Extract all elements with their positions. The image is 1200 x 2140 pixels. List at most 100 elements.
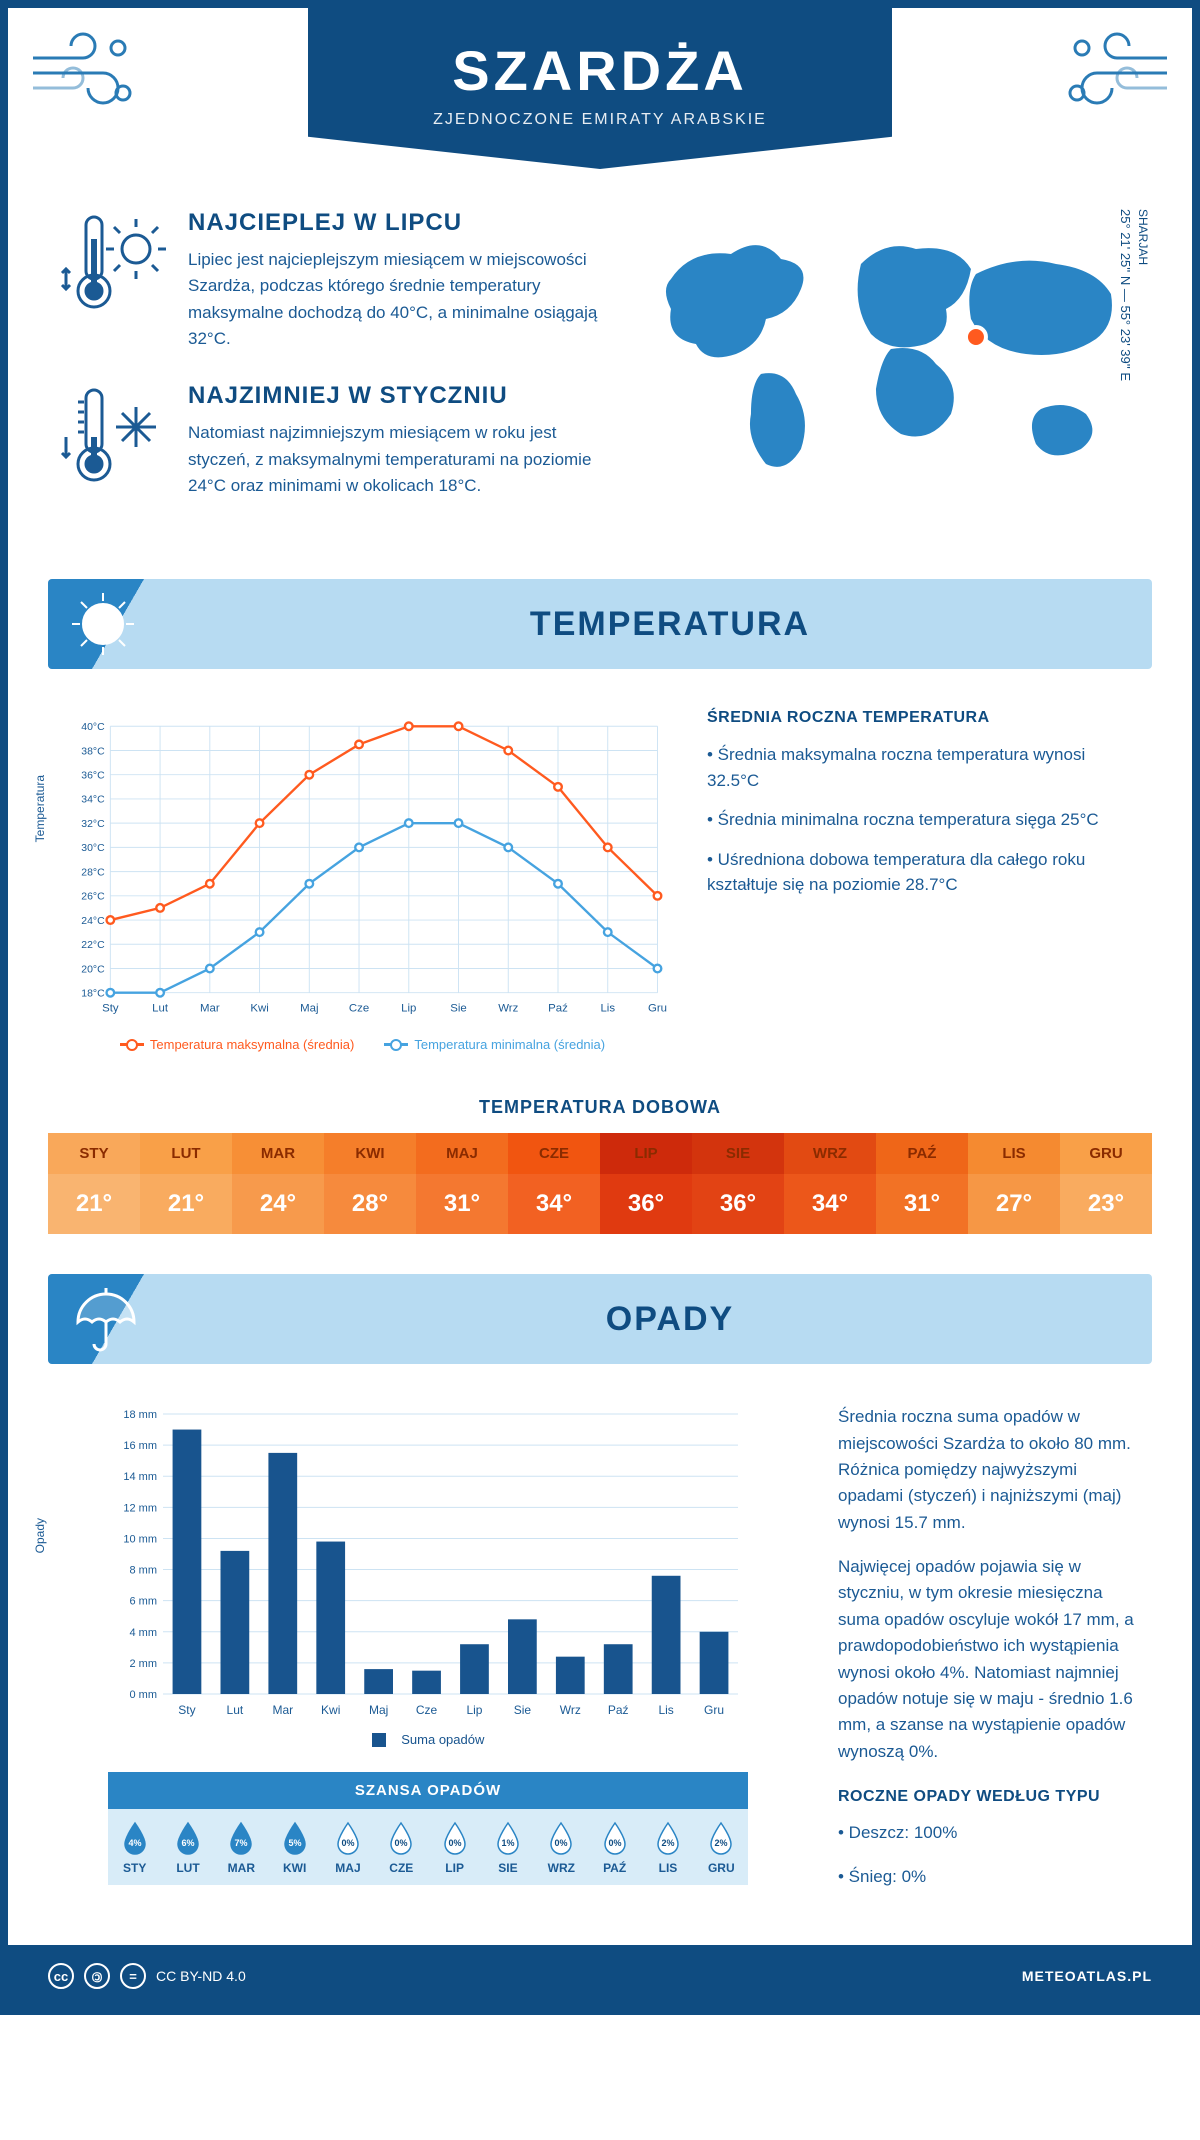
temp-y-axis-label: Temperatura bbox=[33, 775, 47, 842]
raindrop-icon: 7% bbox=[228, 1821, 254, 1855]
map-marker-icon bbox=[966, 327, 986, 347]
chance-month-label: SIE bbox=[481, 1861, 534, 1875]
daily-cell: WRZ34° bbox=[784, 1133, 876, 1234]
svg-text:Mar: Mar bbox=[200, 1003, 220, 1015]
raindrop-icon: 5% bbox=[282, 1821, 308, 1855]
country-subtitle: ZJEDNOCZONE EMIRATY ARABSKIE bbox=[328, 111, 872, 129]
chance-cell: 0% WRZ bbox=[535, 1809, 588, 1885]
precip-type-item: • Śnieg: 0% bbox=[838, 1864, 1142, 1890]
chance-month-label: MAJ bbox=[321, 1861, 374, 1875]
temperature-content: Temperatura 18°C20°C22°C24°C26°C28°C30°C… bbox=[8, 679, 1192, 1082]
raindrop-icon: 2% bbox=[708, 1821, 734, 1855]
page-root: SZARDŻA ZJEDNOCZONE EMIRATY ARABSKIE bbox=[0, 0, 1200, 2015]
svg-text:Wrz: Wrz bbox=[498, 1003, 518, 1015]
svg-text:0%: 0% bbox=[448, 1838, 461, 1848]
svg-text:2%: 2% bbox=[715, 1838, 728, 1848]
site-label: METEOATLAS.PL bbox=[1022, 1968, 1152, 1984]
chance-cell: 0% PAŹ bbox=[588, 1809, 641, 1885]
daily-month-label: SIE bbox=[692, 1133, 784, 1174]
daily-temp-title: TEMPERATURA DOBOWA bbox=[8, 1097, 1192, 1118]
legend-max: Temperatura maksymalna (średnia) bbox=[150, 1037, 354, 1052]
raindrop-icon: 6% bbox=[175, 1821, 201, 1855]
daily-temp-value: 34° bbox=[784, 1174, 876, 1234]
cc-nd-icon: = bbox=[120, 1963, 146, 1989]
svg-text:Lis: Lis bbox=[658, 1703, 673, 1717]
chance-cell: 2% GRU bbox=[695, 1809, 748, 1885]
precip-chart-svg: 0 mm2 mm4 mm6 mm8 mm10 mm12 mm14 mm16 mm… bbox=[58, 1404, 798, 1724]
daily-temp-strip: STY21°LUT21°MAR24°KWI28°MAJ31°CZE34°LIP3… bbox=[48, 1133, 1152, 1234]
daily-temp-value: 24° bbox=[232, 1174, 324, 1234]
precip-content: Opady 0 mm2 mm4 mm6 mm8 mm10 mm12 mm14 m… bbox=[8, 1374, 1192, 1945]
svg-text:26°C: 26°C bbox=[81, 892, 105, 903]
legend-min: Temperatura minimalna (średnia) bbox=[414, 1037, 605, 1052]
svg-text:4 mm: 4 mm bbox=[130, 1627, 158, 1639]
svg-text:10 mm: 10 mm bbox=[123, 1534, 157, 1546]
daily-month-label: CZE bbox=[508, 1133, 600, 1174]
precip-y-axis-label: Opady bbox=[33, 1518, 47, 1553]
raindrop-icon: 4% bbox=[122, 1821, 148, 1855]
footer: cc 🄯 = CC BY-ND 4.0 METEOATLAS.PL bbox=[8, 1945, 1192, 2007]
city-title: SZARDŻA bbox=[328, 38, 872, 103]
svg-text:Sie: Sie bbox=[450, 1003, 467, 1015]
daily-cell: CZE34° bbox=[508, 1133, 600, 1234]
chance-month-label: LIS bbox=[641, 1861, 694, 1875]
svg-text:Lip: Lip bbox=[401, 1003, 416, 1015]
svg-text:4%: 4% bbox=[128, 1838, 141, 1848]
daily-month-label: LUT bbox=[140, 1133, 232, 1174]
chance-panel: SZANSA OPADÓW 4% STY 6% LUT 7% bbox=[108, 1772, 748, 1885]
location-coords: 25° 21' 25'' N — 55° 23' 39'' E bbox=[1118, 209, 1133, 381]
chance-month-label: KWI bbox=[268, 1861, 321, 1875]
svg-text:22°C: 22°C bbox=[81, 940, 105, 951]
chance-cell: 4% STY bbox=[108, 1809, 161, 1885]
chance-month-label: LIP bbox=[428, 1861, 481, 1875]
svg-text:Sty: Sty bbox=[102, 1003, 119, 1015]
svg-text:Gru: Gru bbox=[648, 1003, 667, 1015]
svg-text:30°C: 30°C bbox=[81, 844, 105, 855]
thermometer-hot-icon bbox=[58, 209, 168, 352]
chance-title: SZANSA OPADÓW bbox=[108, 1772, 748, 1809]
daily-cell: STY21° bbox=[48, 1133, 140, 1234]
precip-section-header: OPADY bbox=[48, 1274, 1152, 1364]
svg-text:Lut: Lut bbox=[227, 1703, 244, 1717]
umbrella-icon bbox=[48, 1274, 188, 1364]
precip-heading: OPADY bbox=[188, 1300, 1152, 1339]
temp-info-bullet: • Średnia minimalna roczna temperatura s… bbox=[707, 807, 1142, 833]
svg-text:6 mm: 6 mm bbox=[130, 1596, 158, 1608]
chance-cell: 2% LIS bbox=[641, 1809, 694, 1885]
daily-cell: LUT21° bbox=[140, 1133, 232, 1234]
daily-cell: SIE36° bbox=[692, 1133, 784, 1234]
cold-fact-title: NAJZIMNIEJ W STYCZNIU bbox=[188, 382, 610, 410]
chance-month-label: CZE bbox=[375, 1861, 428, 1875]
daily-temp-value: 28° bbox=[324, 1174, 416, 1234]
daily-cell: PAŹ31° bbox=[876, 1133, 968, 1234]
svg-text:Lut: Lut bbox=[152, 1003, 169, 1015]
daily-month-label: LIS bbox=[968, 1133, 1060, 1174]
precip-legend: Suma opadów bbox=[58, 1732, 798, 1747]
hot-fact: NAJCIEPLEJ W LIPCU Lipiec jest najcieple… bbox=[58, 209, 610, 352]
precip-info: Średnia roczna suma opadów w miejscowośc… bbox=[838, 1404, 1142, 1925]
chance-month-label: MAR bbox=[215, 1861, 268, 1875]
svg-text:Paź: Paź bbox=[548, 1003, 568, 1015]
avg-temp-title: ŚREDNIA ROCZNA TEMPERATURA bbox=[707, 709, 1142, 727]
wind-icon-left bbox=[8, 8, 158, 138]
svg-text:40°C: 40°C bbox=[81, 722, 105, 733]
chance-cell: 6% LUT bbox=[161, 1809, 214, 1885]
daily-cell: GRU23° bbox=[1060, 1133, 1152, 1234]
svg-text:Lip: Lip bbox=[466, 1703, 482, 1717]
chance-month-label: GRU bbox=[695, 1861, 748, 1875]
chance-cell: 0% MAJ bbox=[321, 1809, 374, 1885]
svg-text:Lis: Lis bbox=[600, 1003, 615, 1015]
svg-text:Gru: Gru bbox=[704, 1703, 724, 1717]
daily-temp-value: 36° bbox=[692, 1174, 784, 1234]
svg-text:Maj: Maj bbox=[369, 1703, 388, 1717]
daily-cell: MAR24° bbox=[232, 1133, 324, 1234]
location-name: SHARJAH bbox=[1136, 209, 1150, 265]
svg-text:38°C: 38°C bbox=[81, 747, 105, 758]
temp-chart-svg: 18°C20°C22°C24°C26°C28°C30°C32°C34°C36°C… bbox=[58, 709, 667, 1029]
temperature-info: ŚREDNIA ROCZNA TEMPERATURA • Średnia mak… bbox=[707, 709, 1142, 1052]
hot-fact-title: NAJCIEPLEJ W LIPCU bbox=[188, 209, 610, 237]
svg-text:24°C: 24°C bbox=[81, 916, 105, 927]
svg-text:Mar: Mar bbox=[272, 1703, 293, 1717]
intro-section: NAJCIEPLEJ W LIPCU Lipiec jest najcieple… bbox=[8, 169, 1192, 569]
chance-cell: 0% CZE bbox=[375, 1809, 428, 1885]
